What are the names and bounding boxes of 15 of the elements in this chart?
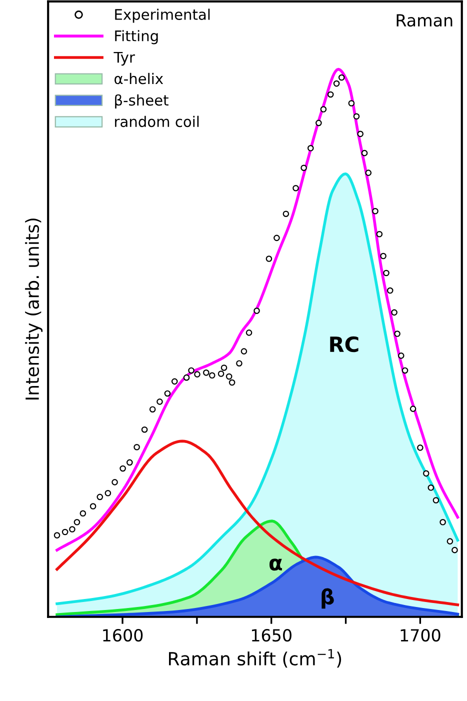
x-tick-label: 1700 bbox=[400, 628, 440, 642]
text: Raman bbox=[396, 14, 452, 27]
legend-label: Experimental bbox=[115, 8, 210, 23]
x-axis-title: Raman shift (cm$^{−1}$) bbox=[169, 649, 342, 668]
annotation: RC bbox=[330, 336, 358, 352]
annotation: α bbox=[270, 558, 282, 571]
y-axis-title: Intensity (arb. units) bbox=[25, 218, 43, 400]
x-tick-label: 1650 bbox=[252, 628, 292, 642]
x-tick-label: 1600 bbox=[103, 628, 143, 642]
legend-label: β-sheet bbox=[115, 94, 168, 109]
legend-label: random coil bbox=[115, 116, 199, 128]
legend-label: Fitting bbox=[115, 30, 158, 44]
legend-label: α-helix bbox=[114, 72, 164, 84]
annotation: β bbox=[322, 588, 334, 609]
legend-label: Tyr bbox=[114, 52, 135, 66]
